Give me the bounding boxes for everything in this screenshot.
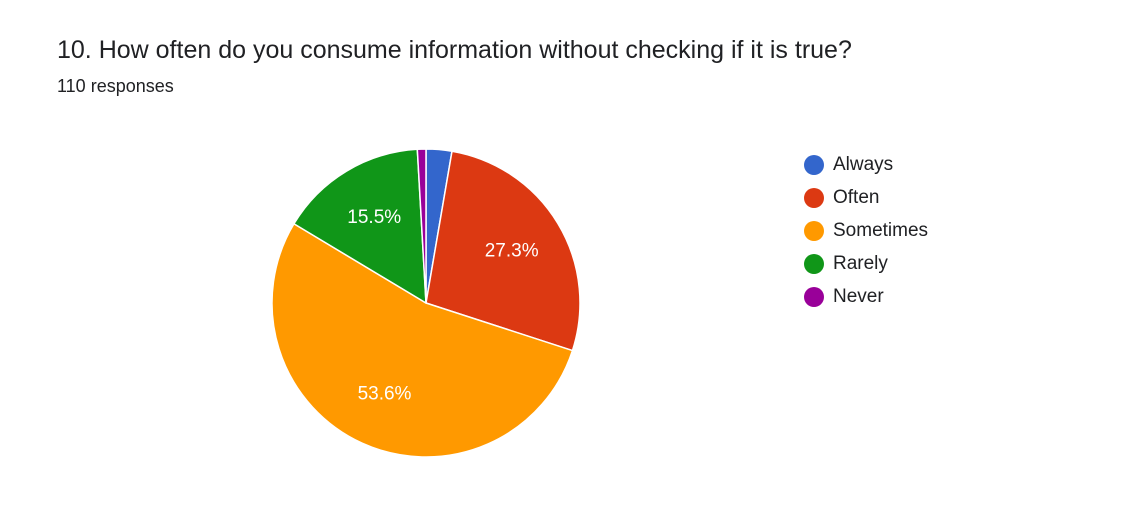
- chart-legend: Always Often Sometimes Rarely Never: [804, 148, 928, 313]
- pie-slice-sometimes[interactable]: [271, 223, 574, 458]
- legend-swatch-rarely: [804, 253, 824, 274]
- legend-label-never: Never: [833, 285, 884, 307]
- slice-label-sometimes: 53.6%: [358, 384, 412, 405]
- legend-swatch-sometimes: [804, 220, 824, 241]
- legend-item-never[interactable]: Never: [804, 280, 928, 313]
- pie-slice-often[interactable]: [425, 150, 581, 352]
- slice-label-often: 27.3%: [485, 241, 539, 262]
- legend-item-rarely[interactable]: Rarely: [804, 247, 928, 280]
- pie-slice-rarely[interactable]: [293, 148, 427, 304]
- slice-label-rarely: 15.5%: [347, 207, 401, 228]
- pie-slice-never[interactable]: [416, 148, 427, 304]
- legend-label-rarely: Rarely: [833, 252, 888, 274]
- legend-item-sometimes[interactable]: Sometimes: [804, 214, 928, 247]
- question-title: 10. How often do you consume information…: [57, 36, 852, 64]
- legend-swatch-often: [804, 187, 824, 208]
- response-count: 110 responses: [57, 76, 174, 96]
- legend-item-often[interactable]: Often: [804, 181, 928, 214]
- legend-item-always[interactable]: Always: [804, 148, 928, 181]
- legend-label-often: Often: [833, 186, 880, 208]
- legend-swatch-never: [804, 286, 824, 307]
- legend-swatch-always: [804, 154, 824, 175]
- legend-label-always: Always: [833, 153, 894, 175]
- legend-label-sometimes: Sometimes: [833, 219, 929, 241]
